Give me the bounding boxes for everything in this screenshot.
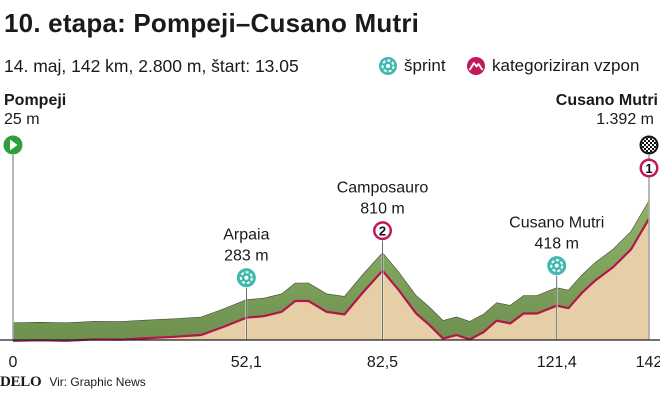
marker-lines <box>12 155 650 340</box>
page-title: 10. etapa: Pompeji–Cusano Mutri <box>4 8 420 38</box>
x-tick-label: 82,5 <box>367 354 398 371</box>
marker-icons: Arpaia 283 m 2 Camposauro 810 m Cusano Mutri 4… <box>223 158 659 288</box>
stage-info: 14. maj, 142 km, 2.800 m, štart: 13.05 <box>4 56 299 76</box>
climb-marker: 2 Camposauro 810 m <box>337 180 429 241</box>
start-marker: Pompeji 25 m <box>3 92 66 155</box>
legend-climb: kategoriziran vzpon <box>466 56 639 76</box>
legend-sprint-label: šprint <box>404 56 446 75</box>
finish-category-label: 1 <box>645 161 652 176</box>
footer: DELO Vir: Graphic News <box>0 374 146 391</box>
brand-logo: DELO <box>0 374 42 390</box>
marker-name: Arpaia <box>223 227 269 244</box>
start-name: Pompeji <box>4 92 66 109</box>
sprint-icon <box>379 57 397 75</box>
sprint-marker: Cusano Mutri 418 m <box>509 215 604 276</box>
mountain-climb-icon <box>467 57 485 75</box>
source-credit: Vir: Graphic News <box>49 375 146 389</box>
finish-elevation-label: 1.392 m <box>596 111 654 128</box>
legend-sprint: šprint <box>378 56 446 76</box>
x-tick-label: 52,1 <box>231 354 262 371</box>
finish-climb-marker: 1 <box>639 158 659 178</box>
finish-name: Cusano Mutri <box>556 92 658 109</box>
play-icon <box>10 139 18 151</box>
climb-category-label: 2 <box>379 224 386 239</box>
x-tick-label: 121,4 <box>537 354 577 371</box>
marker-elevation-label: 810 m <box>360 201 404 218</box>
marker-elevation-label: 283 m <box>224 248 268 265</box>
sprint-marker: Arpaia 283 m <box>223 227 270 288</box>
x-tick-labels: 0 52,1 82,5 121,4 142 <box>9 354 660 371</box>
marker-elevation-label: 418 m <box>535 236 579 253</box>
start-elevation-label: 25 m <box>4 111 40 128</box>
x-tick-label: 0 <box>9 354 18 371</box>
x-tick-label: 142 <box>636 354 660 371</box>
marker-name: Cusano Mutri <box>509 215 604 232</box>
legend-climb-label: kategoriziran vzpon <box>492 56 640 75</box>
marker-name: Camposauro <box>337 180 429 197</box>
profile-area <box>13 218 649 341</box>
finish-marker: Cusano Mutri 1.392 m <box>556 92 659 155</box>
profile-line <box>12 218 650 342</box>
